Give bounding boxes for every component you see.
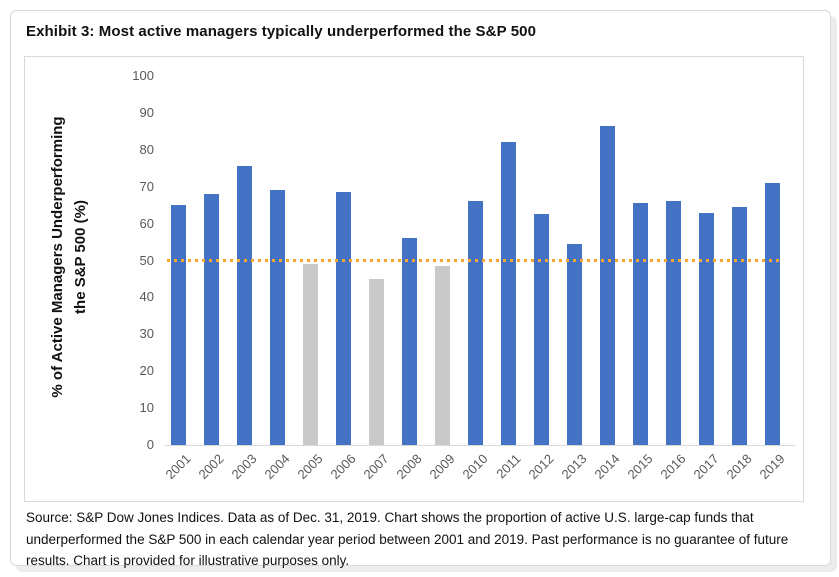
bar-2009 [434, 266, 450, 445]
bar-2012 [533, 214, 549, 445]
plot-area: 0 10 20 30 40 50 60 70 80 90 100 2001 2002 2003 2004 20… [25, 57, 803, 501]
exhibit-card: Exhibit 3: Most active managers typicall… [10, 10, 831, 568]
bar-2010 [467, 201, 483, 445]
bar-2008 [401, 238, 417, 445]
bar-2004 [269, 190, 285, 445]
y-tick-label-0: 0 [146, 437, 154, 452]
bar-2017 [698, 212, 714, 445]
bar-2013 [566, 243, 582, 445]
bar-2001 [170, 205, 186, 445]
y-tick-label-30: 30 [139, 326, 154, 342]
y-tick-label-20: 20 [139, 363, 154, 379]
bar-2003 [236, 166, 252, 445]
bar-2016 [665, 201, 681, 445]
y-tick-label-40: 40 [139, 289, 154, 305]
bar-2019 [764, 183, 780, 445]
source-note: Source: S&P Dow Jones Indices. Data as o… [26, 510, 789, 568]
bar-2002 [203, 194, 219, 445]
reference-line-50 [167, 259, 779, 262]
y-tick-label-90: 90 [139, 104, 154, 120]
y-tick-label-100: 100 [132, 68, 154, 83]
y-tick-label-50: 50 [139, 252, 154, 268]
bar-2018 [731, 206, 747, 445]
bar-2015 [632, 203, 648, 445]
bar-2005 [302, 264, 318, 445]
x-axis-line [165, 445, 795, 446]
chart-container: % of Active Managers Underperforming the… [24, 56, 804, 502]
bar-2007 [368, 278, 384, 445]
exhibit-title: Exhibit 3: Most active managers typicall… [26, 23, 537, 40]
y-tick-label-10: 10 [139, 400, 154, 416]
y-tick-label-60: 60 [139, 215, 154, 231]
bar-2011 [500, 142, 516, 445]
bar-2014 [599, 125, 615, 445]
y-tick-label-80: 80 [139, 141, 154, 157]
bar-2006 [335, 192, 351, 445]
y-tick-label-70: 70 [139, 178, 154, 194]
